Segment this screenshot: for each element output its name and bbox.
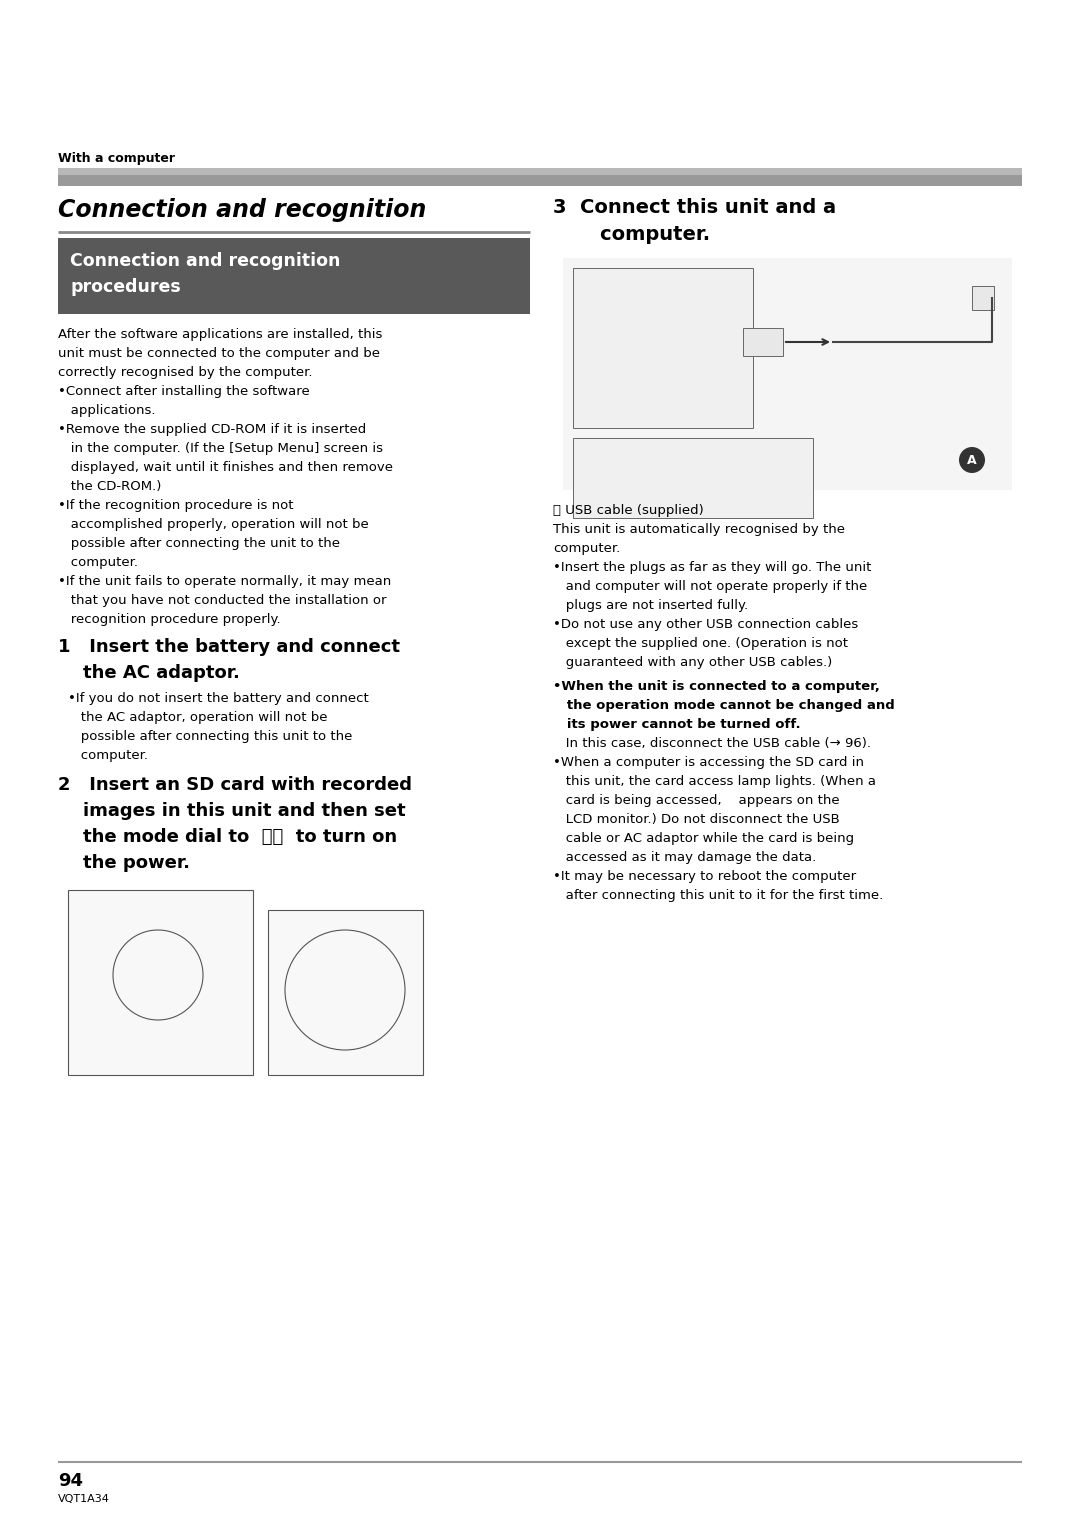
Text: computer.: computer. [553, 542, 620, 555]
Text: the AC adaptor, operation will not be: the AC adaptor, operation will not be [68, 711, 327, 723]
Text: card is being accessed,    appears on the: card is being accessed, appears on the [553, 794, 839, 807]
Text: With a computer: With a computer [58, 153, 175, 165]
Text: LCD monitor.) Do not disconnect the USB: LCD monitor.) Do not disconnect the USB [553, 813, 840, 826]
Text: possible after connecting this unit to the: possible after connecting this unit to t… [68, 729, 352, 743]
Text: •Do not use any other USB connection cables: •Do not use any other USB connection cab… [553, 618, 859, 630]
Text: computer.: computer. [58, 555, 138, 569]
Text: images in this unit and then set: images in this unit and then set [58, 803, 406, 819]
Text: applications.: applications. [58, 404, 156, 417]
Text: guaranteed with any other USB cables.): guaranteed with any other USB cables.) [553, 656, 833, 668]
Text: •It may be necessary to reboot the computer: •It may be necessary to reboot the compu… [553, 870, 856, 884]
Bar [58, 168, 1022, 186]
Text: •If you do not insert the battery and connect: •If you do not insert the battery and co… [68, 691, 368, 705]
Text: this unit, the card access lamp lights. (When a: this unit, the card access lamp lights. … [553, 775, 876, 787]
Text: in the computer. (If the [Setup Menu] screen is: in the computer. (If the [Setup Menu] sc… [58, 443, 383, 455]
Text: possible after connecting the unit to the: possible after connecting the unit to th… [58, 537, 340, 549]
Bar [268, 909, 423, 1074]
Text: the CD-ROM.): the CD-ROM.) [58, 481, 161, 493]
Text: VQT1A34: VQT1A34 [58, 1494, 110, 1505]
Bar [972, 285, 994, 310]
Bar [58, 175, 1022, 186]
Text: •Connect after installing the software: •Connect after installing the software [58, 385, 310, 398]
Text: accomplished properly, operation will not be: accomplished properly, operation will no… [58, 517, 368, 531]
Text: the power.: the power. [58, 855, 190, 871]
Text: •When the unit is connected to a computer,: •When the unit is connected to a compute… [553, 681, 880, 693]
Text: 3  Connect this unit and a: 3 Connect this unit and a [553, 198, 836, 217]
Bar [563, 258, 1012, 490]
Text: its power cannot be turned off.: its power cannot be turned off. [553, 719, 800, 731]
Text: computer.: computer. [68, 749, 148, 761]
Text: plugs are not inserted fully.: plugs are not inserted fully. [553, 600, 748, 612]
Text: A: A [968, 453, 976, 467]
Text: and computer will not operate properly if the: and computer will not operate properly i… [553, 580, 867, 594]
Bar [573, 269, 753, 427]
Bar [58, 238, 530, 314]
Text: accessed as it may damage the data.: accessed as it may damage the data. [553, 852, 816, 864]
Text: •If the unit fails to operate normally, it may mean: •If the unit fails to operate normally, … [58, 575, 391, 588]
Text: cable or AC adaptor while the card is being: cable or AC adaptor while the card is be… [553, 832, 854, 845]
Text: the AC adaptor.: the AC adaptor. [58, 664, 240, 682]
Text: that you have not conducted the installation or: that you have not conducted the installa… [58, 594, 387, 607]
Text: the operation mode cannot be changed and: the operation mode cannot be changed and [553, 699, 894, 713]
Text: In this case, disconnect the USB cable (→ 96).: In this case, disconnect the USB cable (… [553, 737, 870, 749]
Text: After the software applications are installed, this: After the software applications are inst… [58, 328, 382, 340]
Text: •Insert the plugs as far as they will go. The unit: •Insert the plugs as far as they will go… [553, 562, 872, 574]
Text: after connecting this unit to it for the first time.: after connecting this unit to it for the… [553, 890, 883, 902]
Text: recognition procedure properly.: recognition procedure properly. [58, 613, 281, 626]
Text: correctly recognised by the computer.: correctly recognised by the computer. [58, 366, 312, 378]
Text: unit must be connected to the computer and be: unit must be connected to the computer a… [58, 346, 380, 360]
Text: •When a computer is accessing the SD card in: •When a computer is accessing the SD car… [553, 755, 864, 769]
Text: Connection and recognition: Connection and recognition [70, 252, 340, 270]
Text: •Remove the supplied CD-ROM if it is inserted: •Remove the supplied CD-ROM if it is ins… [58, 423, 366, 436]
Text: except the supplied one. (Operation is not: except the supplied one. (Operation is n… [553, 636, 848, 650]
Text: the mode dial to  ＰＣ  to turn on: the mode dial to ＰＣ to turn on [58, 829, 397, 845]
Bar [68, 890, 253, 1074]
Text: 1   Insert the battery and connect: 1 Insert the battery and connect [58, 638, 400, 656]
Text: displayed, wait until it finishes and then remove: displayed, wait until it finishes and th… [58, 461, 393, 475]
Bar [743, 328, 783, 356]
Text: 94: 94 [58, 1473, 83, 1489]
Text: 2   Insert an SD card with recorded: 2 Insert an SD card with recorded [58, 777, 411, 794]
Bar [573, 438, 813, 517]
Text: This unit is automatically recognised by the: This unit is automatically recognised by… [553, 523, 845, 536]
Text: •If the recognition procedure is not: •If the recognition procedure is not [58, 499, 294, 513]
Text: procedures: procedures [70, 278, 180, 296]
Circle shape [959, 447, 985, 473]
Text: computer.: computer. [573, 224, 711, 244]
Text: Ⓐ USB cable (supplied): Ⓐ USB cable (supplied) [553, 504, 704, 517]
Text: Connection and recognition: Connection and recognition [58, 198, 427, 221]
